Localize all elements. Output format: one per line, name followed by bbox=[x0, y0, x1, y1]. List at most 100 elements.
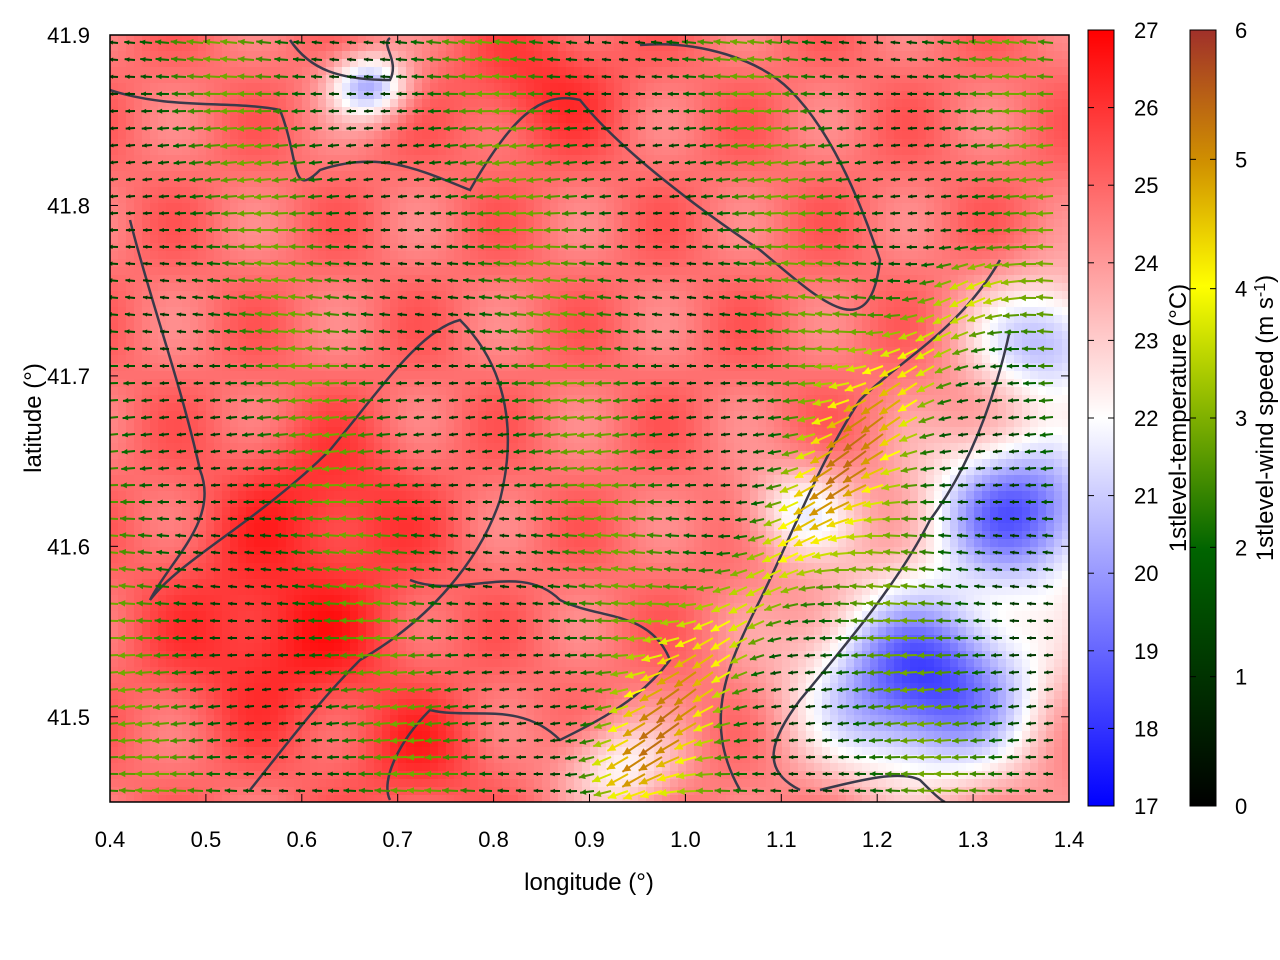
heatmap-cell bbox=[382, 115, 391, 124]
heatmap-cell bbox=[286, 195, 295, 204]
heatmap-cell bbox=[398, 667, 407, 676]
heatmap-cell bbox=[238, 747, 247, 756]
heatmap-cell bbox=[166, 675, 175, 684]
heatmap-cell bbox=[206, 339, 215, 348]
heatmap-cell bbox=[278, 219, 287, 228]
heatmap-cell bbox=[222, 51, 231, 60]
heatmap-cell bbox=[310, 771, 319, 780]
heatmap-cell bbox=[382, 139, 391, 148]
heatmap-cell bbox=[406, 331, 415, 340]
heatmap-cell bbox=[222, 331, 231, 340]
heatmap-cell bbox=[422, 619, 431, 628]
heatmap-cell bbox=[110, 451, 119, 460]
heatmap-cell bbox=[502, 147, 511, 156]
heatmap-cell bbox=[398, 43, 407, 52]
heatmap-cell bbox=[166, 83, 175, 92]
heatmap-cell bbox=[150, 643, 159, 652]
heatmap-cell bbox=[182, 707, 191, 716]
heatmap-cell bbox=[262, 499, 271, 508]
heatmap-cell bbox=[230, 779, 239, 788]
heatmap-cell bbox=[438, 771, 447, 780]
heatmap-cell bbox=[238, 763, 247, 772]
heatmap-cell bbox=[198, 747, 207, 756]
heatmap-cell bbox=[422, 747, 431, 756]
heatmap-cell bbox=[478, 691, 487, 700]
heatmap-cell bbox=[150, 491, 159, 500]
heatmap-cell bbox=[166, 611, 175, 620]
heatmap-cell bbox=[342, 139, 351, 148]
heatmap-cell bbox=[518, 523, 527, 532]
heatmap-cell bbox=[470, 371, 479, 380]
heatmap-cell bbox=[286, 291, 295, 300]
heatmap-cell bbox=[166, 115, 175, 124]
heatmap-cell bbox=[518, 91, 527, 100]
heatmap-cell bbox=[350, 131, 359, 140]
heatmap-cell bbox=[150, 171, 159, 180]
heatmap-cell bbox=[454, 363, 463, 372]
heatmap-cell bbox=[446, 43, 455, 52]
heatmap-cell bbox=[462, 291, 471, 300]
heatmap-cell bbox=[190, 347, 199, 356]
heatmap-cell bbox=[398, 131, 407, 140]
heatmap-cell bbox=[518, 659, 527, 668]
heatmap-cell bbox=[454, 587, 463, 596]
heatmap-cell bbox=[246, 59, 255, 68]
heatmap-cell bbox=[214, 163, 223, 172]
heatmap-cell bbox=[494, 203, 503, 212]
heatmap-cell bbox=[454, 211, 463, 220]
heatmap-cell bbox=[262, 115, 271, 124]
heatmap-cell bbox=[374, 147, 383, 156]
heatmap-cell bbox=[190, 307, 199, 316]
heatmap-cell bbox=[158, 99, 167, 108]
heatmap-cell bbox=[470, 91, 479, 100]
heatmap-cell bbox=[342, 187, 351, 196]
heatmap-cell bbox=[182, 307, 191, 316]
heatmap-cell bbox=[318, 451, 327, 460]
heatmap-cell bbox=[158, 43, 167, 52]
heatmap-cell bbox=[214, 43, 223, 52]
heatmap-cell bbox=[174, 323, 183, 332]
heatmap-cell bbox=[294, 499, 303, 508]
heatmap-cell bbox=[494, 763, 503, 772]
heatmap-cell bbox=[278, 699, 287, 708]
heatmap-cell bbox=[462, 355, 471, 364]
heatmap-cell bbox=[510, 667, 519, 676]
heatmap-cell bbox=[302, 419, 311, 428]
heatmap-cell bbox=[214, 315, 223, 324]
heatmap-cell bbox=[246, 715, 255, 724]
heatmap-cell bbox=[270, 323, 279, 332]
heatmap-cell bbox=[518, 163, 527, 172]
heatmap-cell bbox=[294, 643, 303, 652]
heatmap-cell bbox=[462, 235, 471, 244]
heatmap-cell bbox=[270, 747, 279, 756]
heatmap-cell bbox=[246, 371, 255, 380]
heatmap-cell bbox=[222, 699, 231, 708]
heatmap-cell bbox=[366, 195, 375, 204]
heatmap-cell bbox=[502, 235, 511, 244]
heatmap-cell bbox=[166, 467, 175, 476]
heatmap-cell bbox=[310, 163, 319, 172]
heatmap-cell bbox=[438, 483, 447, 492]
heatmap-cell bbox=[110, 83, 119, 92]
heatmap-cell bbox=[158, 611, 167, 620]
heatmap-cell bbox=[502, 315, 511, 324]
heatmap-cell bbox=[142, 403, 151, 412]
heatmap-cell bbox=[342, 499, 351, 508]
heatmap-cell bbox=[438, 563, 447, 572]
heatmap-cell bbox=[278, 739, 287, 748]
heatmap-cell bbox=[174, 203, 183, 212]
heatmap-cell bbox=[438, 163, 447, 172]
heatmap-cell bbox=[342, 595, 351, 604]
heatmap-cell bbox=[398, 59, 407, 68]
heatmap-cell bbox=[158, 203, 167, 212]
heatmap-cell bbox=[430, 251, 439, 260]
heatmap-cell bbox=[470, 427, 479, 436]
heatmap-cell bbox=[134, 347, 143, 356]
heatmap-cell bbox=[358, 323, 367, 332]
heatmap-cell bbox=[190, 763, 199, 772]
heatmap-cell bbox=[414, 611, 423, 620]
heatmap-cell bbox=[126, 155, 135, 164]
heatmap-cell bbox=[214, 355, 223, 364]
heatmap-cell bbox=[382, 691, 391, 700]
heatmap-cell bbox=[366, 659, 375, 668]
